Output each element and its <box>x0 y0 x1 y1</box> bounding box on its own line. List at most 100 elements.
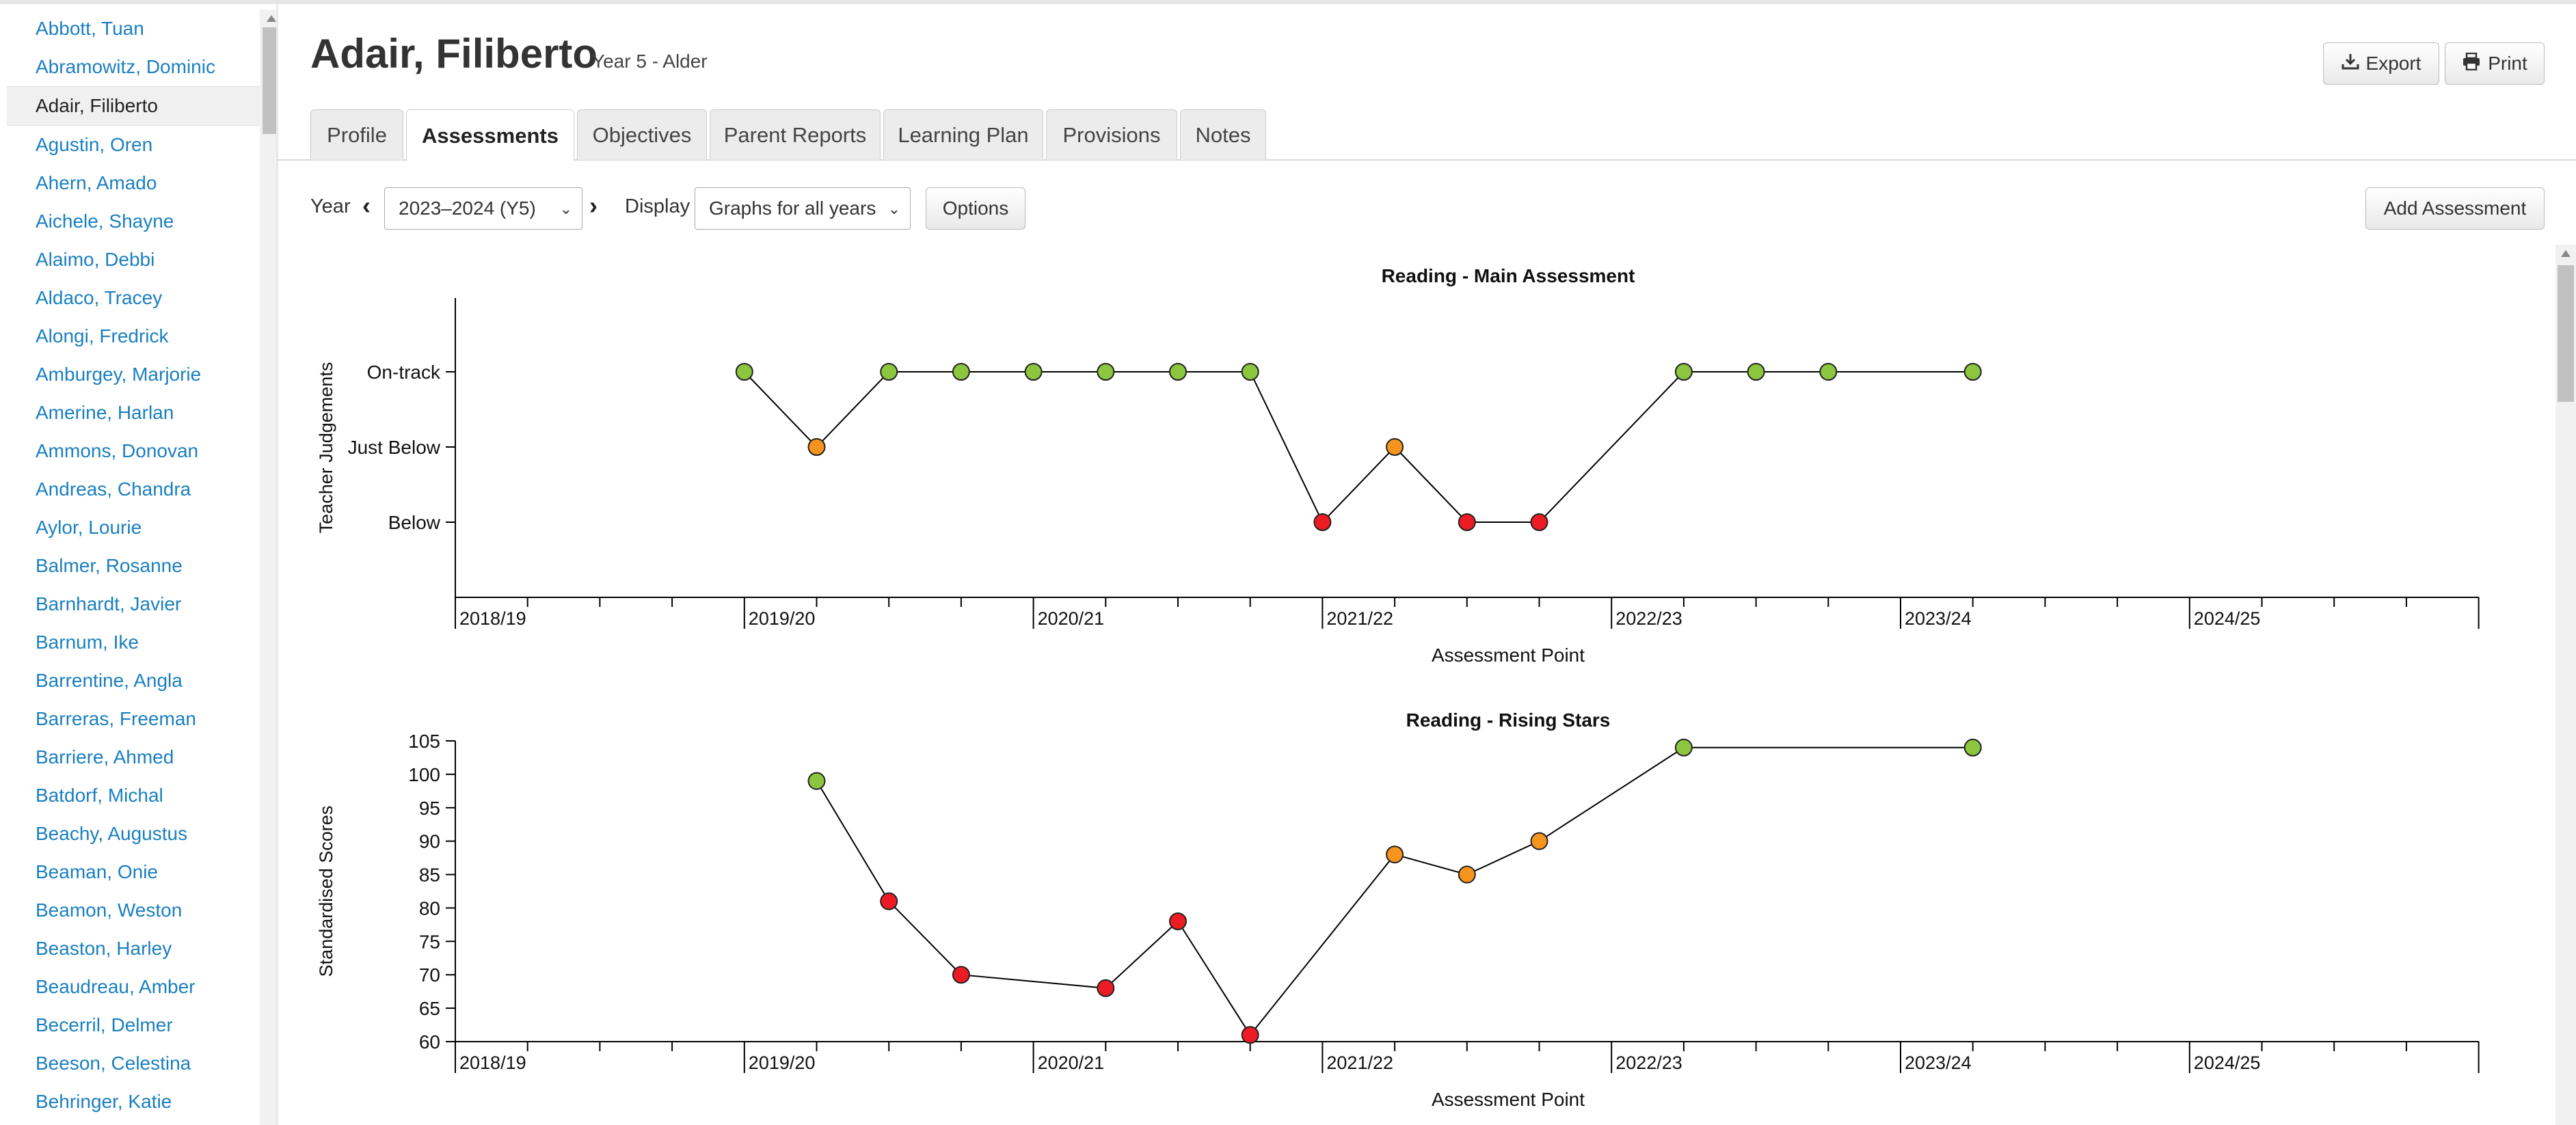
data-point <box>952 363 970 381</box>
x-tick-label: 2024/25 <box>2194 1053 2261 1073</box>
add-assessment-button[interactable]: Add Assessment <box>2365 187 2545 230</box>
data-point <box>1747 363 1765 381</box>
printer-icon <box>2462 52 2481 75</box>
student-list-item[interactable]: Beamon, Weston <box>36 899 183 921</box>
y-axis-label: Teacher Judgements <box>316 362 336 534</box>
data-point <box>1313 513 1332 531</box>
student-list-item[interactable]: Barreras, Freeman <box>36 708 196 729</box>
x-tick-label: 2023/24 <box>1905 608 1972 629</box>
chart-title: Reading - Rising Stars <box>1406 709 1611 731</box>
student-list-item[interactable]: Behringer, Katie <box>36 1091 172 1112</box>
data-point <box>1530 832 1548 850</box>
data-point <box>1458 865 1476 884</box>
scrollbar-thumb[interactable] <box>263 27 276 134</box>
student-list-item[interactable]: Abbott, Tuan <box>36 18 144 39</box>
student-list-item[interactable]: Amerine, Harlan <box>36 402 174 423</box>
data-point <box>1386 438 1404 456</box>
tab-profile[interactable]: Profile <box>310 109 403 160</box>
x-axis-label: Assessment Point <box>1432 1089 1585 1110</box>
y-tick-label: Just Below <box>348 437 441 458</box>
student-list-item[interactable]: Abramowitz, Dominic <box>36 56 215 77</box>
student-list-item[interactable]: Ahern, Amado <box>36 172 157 193</box>
student-list-item[interactable]: Beachy, Augustus <box>36 823 188 844</box>
data-point <box>1530 513 1548 531</box>
y-tick-label: On-track <box>367 362 441 383</box>
tab-objectives[interactable]: Objectives <box>577 109 707 160</box>
download-icon <box>2342 53 2359 75</box>
y-tick-label: Below <box>388 512 441 533</box>
export-button[interactable]: Export <box>2323 42 2439 85</box>
student-list-item[interactable]: Alaimo, Debbi <box>36 249 155 270</box>
options-button[interactable]: Options <box>926 187 1025 230</box>
main-assessment-chart: Reading - Main Assessment 2018/19 2019/20 2… <box>316 265 2480 666</box>
y-tick-label: 100 <box>408 764 440 785</box>
scroll-up-icon[interactable] <box>267 15 276 22</box>
top-border <box>0 0 2576 4</box>
sidebar-scrollbar[interactable] <box>260 10 276 1125</box>
student-list: Abbott, Tuan Abramowitz, Dominic Adair, Fi… <box>7 10 276 1121</box>
y-tick-label: 85 <box>419 865 440 886</box>
print-label: Print <box>2488 53 2527 74</box>
data-point <box>1458 513 1476 531</box>
student-list-item[interactable]: Barriere, Ahmed <box>36 746 174 768</box>
x-tick-label: 2018/19 <box>459 608 526 629</box>
print-button[interactable]: Print <box>2445 42 2545 85</box>
student-list-item[interactable]: Amburgey, Marjorie <box>36 364 202 385</box>
student-list-item[interactable]: Beeson, Celestina <box>36 1053 191 1074</box>
rising-stars-chart: Reading - Rising Stars 2018/19 2019/20 2020… <box>316 709 2480 1110</box>
y-tick-label: 60 <box>419 1031 440 1053</box>
data-point <box>1097 979 1115 997</box>
chevron-down-icon: ⌄ <box>559 200 572 217</box>
tab-learning-plan[interactable]: Learning Plan <box>883 109 1043 160</box>
y-tick-label: 65 <box>419 998 440 1019</box>
x-tick-label: 2021/22 <box>1326 1053 1393 1073</box>
x-tick-label: 2024/25 <box>2194 608 2261 629</box>
x-tick-label: 2019/20 <box>749 1053 816 1073</box>
tab-notes[interactable]: Notes <box>1180 109 1266 160</box>
student-list-item[interactable]: Aylor, Lourie <box>36 517 142 538</box>
chevron-left-icon[interactable]: ‹ <box>362 191 371 219</box>
student-list-item[interactable]: Aichele, Shayne <box>36 211 174 232</box>
sidebar-divider <box>276 4 278 1125</box>
x-tick-label: 2020/21 <box>1038 608 1105 629</box>
data-point <box>1963 738 1982 757</box>
student-list-item[interactable]: Andreas, Chandra <box>36 478 191 500</box>
student-list-item[interactable]: Alongi, Fredrick <box>36 325 169 347</box>
student-list-item[interactable]: Batdorf, Michal <box>36 785 163 806</box>
student-list-item[interactable]: Agustin, Oren <box>36 134 153 155</box>
chevron-down-icon: ⌄ <box>887 200 900 217</box>
tab-parent-reports[interactable]: Parent Reports <box>710 109 881 160</box>
student-list-item[interactable]: Barnum, Ike <box>36 632 139 653</box>
year-select[interactable]: 2023–2024 (Y5) ⌄ <box>384 187 582 230</box>
chevron-right-icon[interactable]: › <box>589 191 598 219</box>
data-point <box>1241 1026 1259 1044</box>
x-tick-label: 2020/21 <box>1038 1053 1105 1073</box>
content-scrollbar[interactable] <box>2555 245 2576 1125</box>
scrollbar-thumb[interactable] <box>2558 265 2574 402</box>
student-list-item[interactable]: Beaudreau, Amber <box>36 976 196 997</box>
display-select[interactable]: Graphs for all years ⌄ <box>695 187 911 230</box>
x-tick-label: 2022/23 <box>1615 608 1682 629</box>
display-select-value: Graphs for all years <box>709 198 876 219</box>
data-point <box>1674 738 1693 757</box>
student-list-item[interactable]: Becerril, Delmer <box>36 1014 173 1035</box>
data-point <box>807 772 826 790</box>
tab-assessments[interactable]: Assessments <box>406 109 574 161</box>
student-list-item[interactable]: Ammons, Donovan <box>36 440 199 461</box>
student-list-item[interactable]: Beaman, Onie <box>36 861 158 882</box>
scroll-up-icon[interactable] <box>2561 250 2571 257</box>
y-axis-label: Standardised Scores <box>316 806 336 977</box>
y-tick-label: 70 <box>419 964 440 986</box>
student-list-item[interactable]: Balmer, Rosanne <box>36 555 183 576</box>
export-label: Export <box>2365 53 2421 74</box>
student-list-item[interactable]: Barrentine, Angla <box>36 670 183 691</box>
student-list-item[interactable]: Adair, Filiberto <box>7 86 276 126</box>
student-list-item[interactable]: Aldaco, Tracey <box>36 287 163 308</box>
x-tick-label: 2023/24 <box>1905 1053 1972 1073</box>
data-point <box>1241 363 1259 381</box>
student-list-item[interactable]: Barnhardt, Javier <box>36 593 182 614</box>
data-point <box>880 892 898 910</box>
data-point <box>1169 912 1187 930</box>
student-list-item[interactable]: Beaston, Harley <box>36 938 172 959</box>
tab-provisions[interactable]: Provisions <box>1046 109 1177 160</box>
